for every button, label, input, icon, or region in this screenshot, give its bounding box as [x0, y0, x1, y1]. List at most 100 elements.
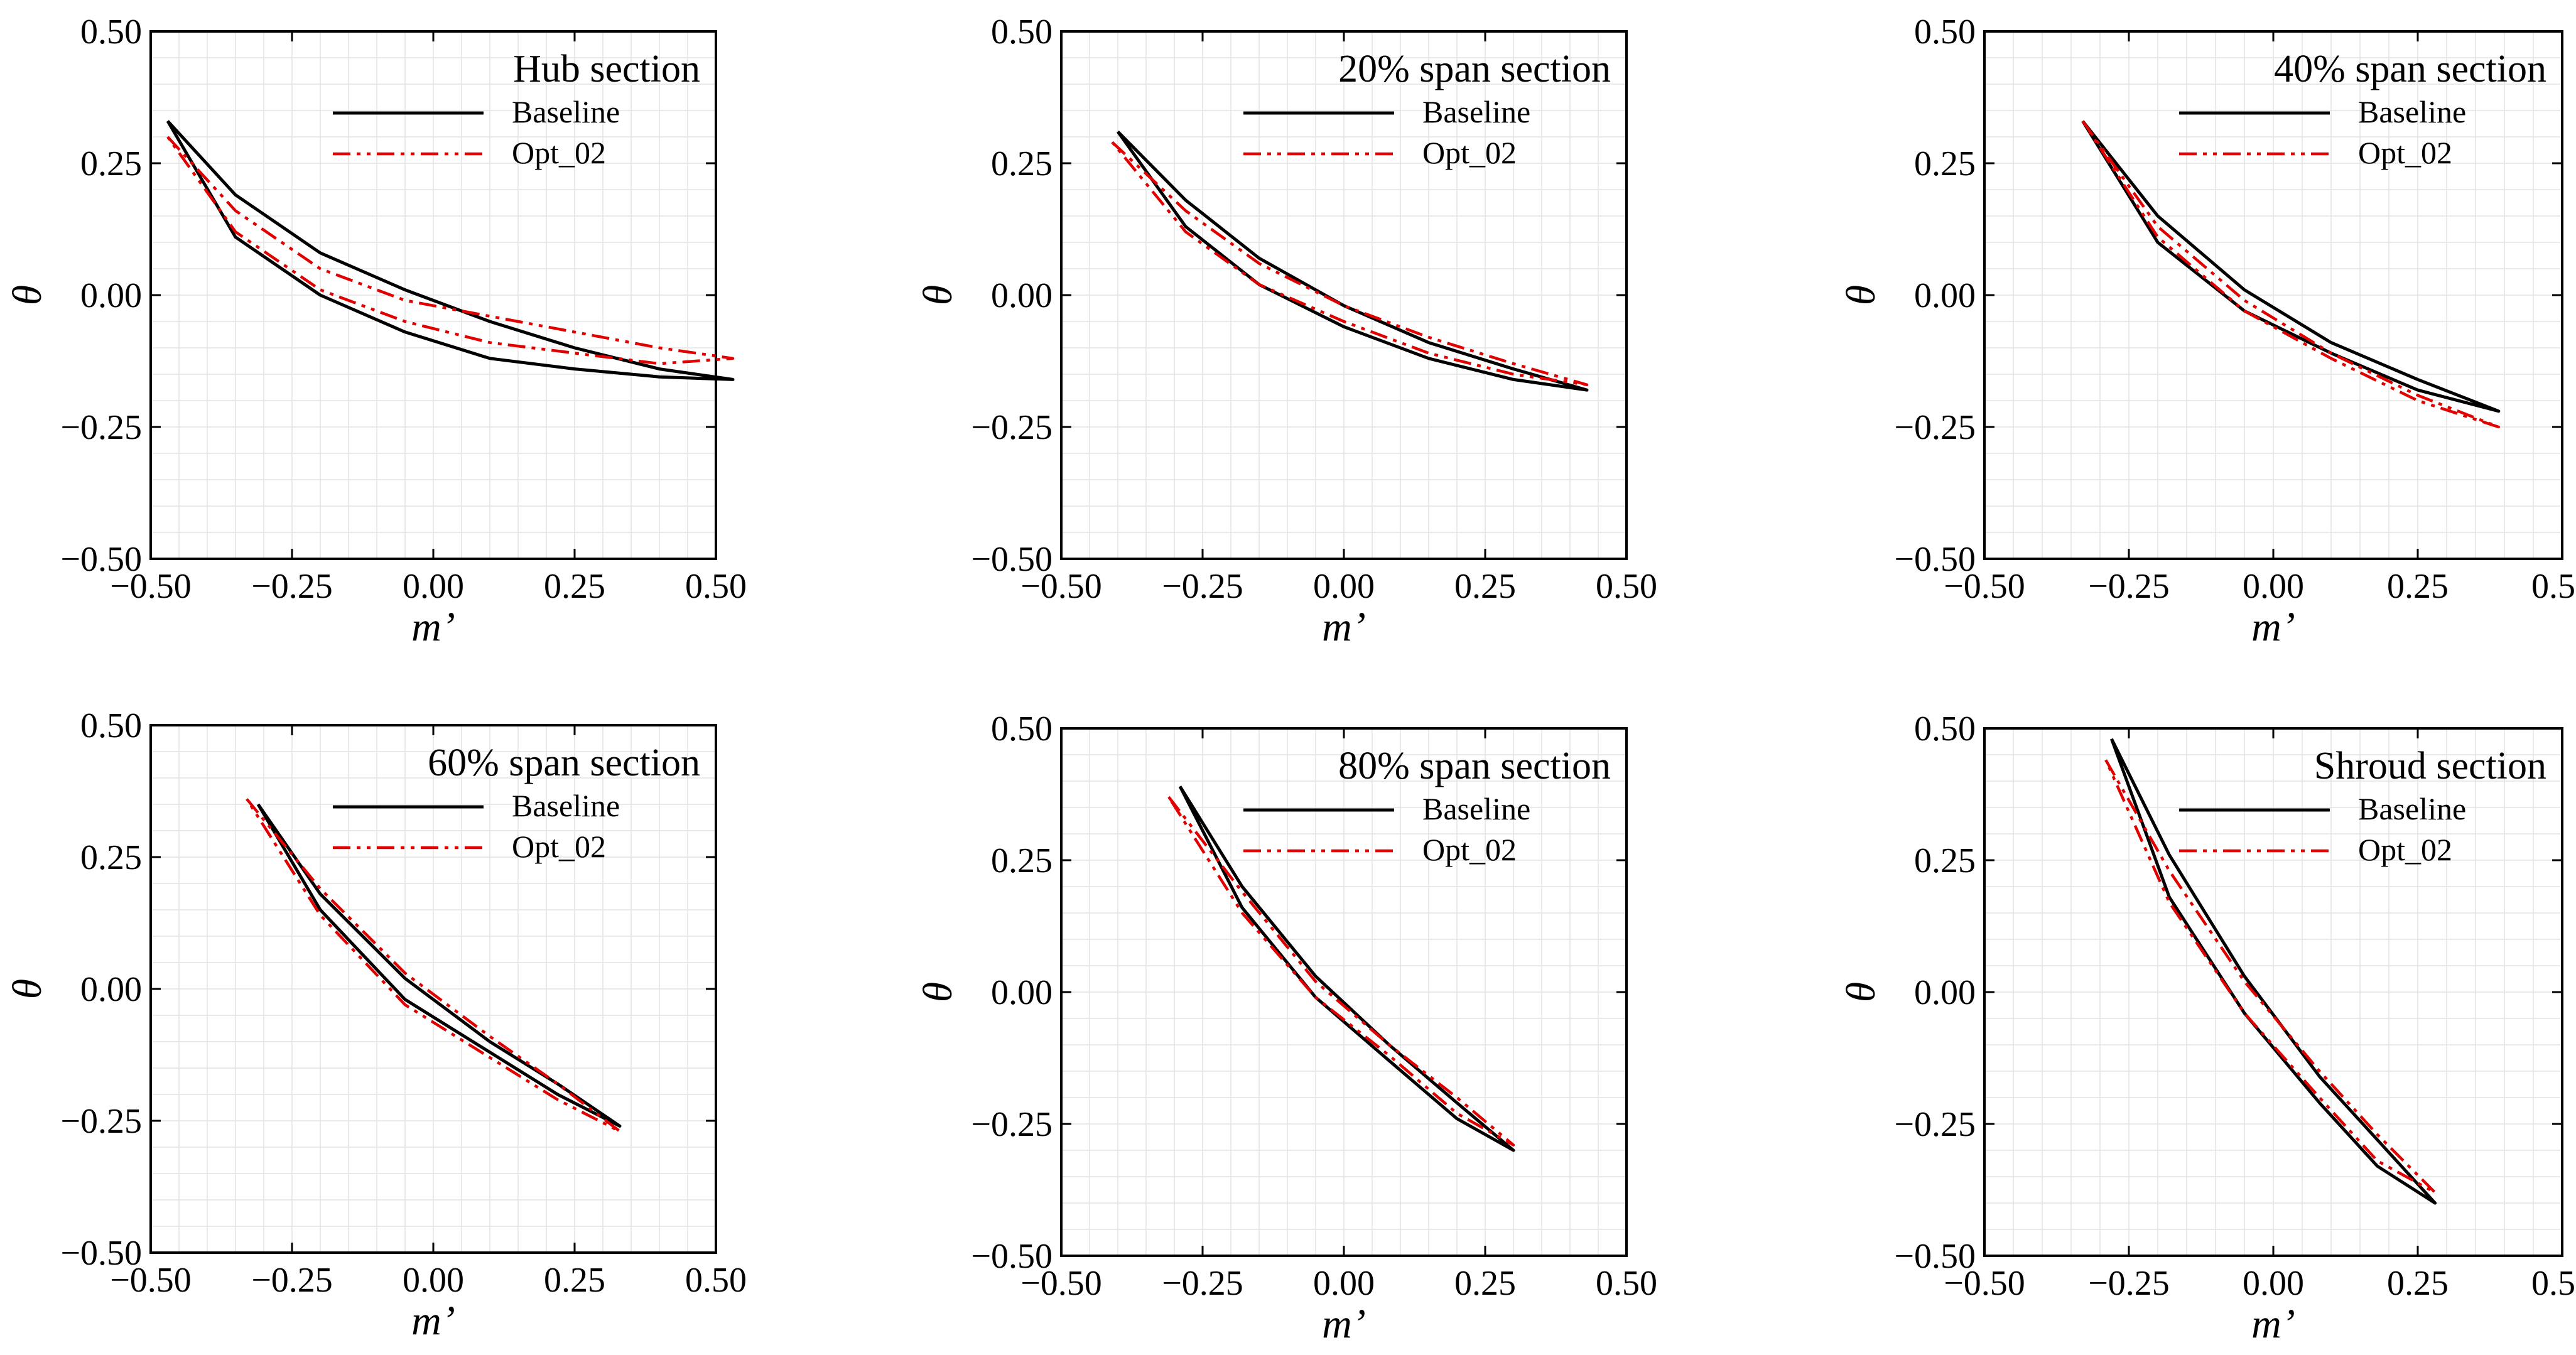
- x-tick-label: −0.50: [1020, 1264, 1102, 1303]
- x-tick-label: 0.50: [2531, 567, 2576, 606]
- x-axis-label: m’: [1322, 1301, 1366, 1347]
- y-axis-label: θ: [4, 285, 50, 305]
- y-tick-label: −0.25: [971, 408, 1053, 447]
- y-tick-label: 0.00: [1914, 973, 1976, 1012]
- series-opt-02: [1111, 141, 1589, 387]
- y-tick-label: 0.25: [991, 144, 1053, 183]
- legend-label-opt: Opt_02: [512, 829, 606, 864]
- chart-panel-4: −0.50 −0.25 0.00 0.25 0.50 0.50 0.25 0.00 −0.25 −…: [4, 706, 747, 1344]
- series-baseline: [166, 120, 735, 381]
- y-tick-label: 0.25: [1914, 144, 1976, 183]
- series-opt-02: [1167, 796, 1515, 1147]
- chart-panel-5: −0.50 −0.25 0.00 0.25 0.50 0.50 0.25 0.00 −0.25 −…: [915, 710, 1657, 1347]
- x-tick-label: 0.50: [685, 567, 747, 606]
- y-tick-label: 0.25: [1914, 841, 1976, 880]
- y-tick-label: 0.50: [991, 13, 1053, 51]
- y-tick-label: −0.25: [971, 1105, 1053, 1144]
- y-tick-label: −0.25: [1894, 408, 1976, 447]
- y-axis-label: θ: [4, 979, 50, 999]
- y-axis-label: θ: [915, 982, 961, 1002]
- x-tick-label: 0.50: [2531, 1264, 2576, 1303]
- legend-label-baseline: Baseline: [1422, 791, 1530, 826]
- x-tick-label: −0.25: [1162, 567, 1243, 606]
- x-axis-label: m’: [2251, 604, 2295, 650]
- x-tick-label: −0.25: [2088, 567, 2170, 606]
- y-tick-label: 0.00: [1914, 276, 1976, 315]
- panel-title: 20% span section: [1338, 48, 1611, 90]
- chart-panel-3: −0.50 −0.25 0.00 0.25 0.50 0.50 0.25 0.00 −0.25 −…: [1838, 13, 2576, 650]
- y-tick-label: 0.50: [80, 13, 142, 51]
- x-axis-label: m’: [411, 604, 455, 650]
- y-tick-label: −0.50: [971, 1237, 1053, 1276]
- legend-label-opt: Opt_02: [1422, 135, 1517, 170]
- legend-label-baseline: Baseline: [512, 94, 620, 129]
- y-tick-label: −0.50: [60, 1234, 142, 1273]
- y-tick-label: 0.00: [80, 970, 142, 1009]
- y-axis-label: θ: [1838, 982, 1884, 1002]
- y-tick-label: 0.25: [80, 838, 142, 877]
- x-tick-label: 0.00: [1313, 1264, 1375, 1303]
- y-tick-label: 0.50: [1914, 13, 1976, 51]
- panel-title: Hub section: [513, 48, 700, 90]
- panel-title: Shroud section: [2314, 745, 2546, 787]
- legend-label-baseline: Baseline: [512, 788, 620, 823]
- y-axis-label: θ: [1838, 285, 1884, 305]
- series-baseline: [2110, 738, 2437, 1205]
- legend-label-baseline: Baseline: [1422, 94, 1530, 129]
- x-axis-label: m’: [1322, 604, 1366, 650]
- series-baseline: [1178, 785, 1515, 1152]
- y-tick-label: −0.25: [60, 1102, 142, 1141]
- x-axis-label: m’: [2251, 1301, 2295, 1347]
- chart-panel-2: −0.50 −0.25 0.00 0.25 0.50 0.50 0.25 0.00 −0.25 −…: [915, 13, 1657, 650]
- y-tick-label: −0.50: [971, 540, 1053, 579]
- legend-label-opt: Opt_02: [2358, 135, 2452, 170]
- chart-panel-6: −0.50 −0.25 0.00 0.25 0.50 0.50 0.25 0.00 −0.25 −…: [1838, 710, 2576, 1347]
- x-tick-label: 0.00: [2243, 567, 2304, 606]
- x-tick-label: −0.25: [251, 1261, 333, 1300]
- y-tick-label: −0.50: [60, 540, 142, 579]
- x-tick-label: 0.00: [403, 567, 464, 606]
- x-tick-label: 0.25: [1454, 567, 1516, 606]
- x-tick-label: 0.00: [403, 1261, 464, 1300]
- y-axis-label: θ: [915, 285, 961, 305]
- x-tick-label: 0.00: [1313, 567, 1375, 606]
- x-tick-label: −0.50: [110, 567, 192, 606]
- y-tick-label: 0.50: [1914, 710, 1976, 748]
- x-tick-label: 0.25: [2387, 1264, 2449, 1303]
- series-opt-02: [166, 136, 735, 365]
- x-tick-label: 0.50: [1596, 567, 1657, 606]
- legend-label-baseline: Baseline: [2358, 791, 2466, 826]
- y-tick-label: 0.25: [991, 841, 1053, 880]
- legend-label-baseline: Baseline: [2358, 94, 2466, 129]
- series-opt-02: [2081, 120, 2501, 429]
- x-tick-label: −0.50: [1020, 567, 1102, 606]
- series-baseline: [256, 803, 622, 1128]
- legend-label-opt: Opt_02: [2358, 832, 2452, 867]
- y-tick-label: −0.50: [1894, 1237, 1976, 1276]
- x-tick-label: 0.00: [2243, 1264, 2304, 1303]
- panel-title: 40% span section: [2274, 48, 2546, 90]
- series-baseline: [1116, 130, 1589, 392]
- x-tick-label: 0.25: [544, 567, 605, 606]
- x-tick-label: 0.25: [544, 1261, 605, 1300]
- chart-panel-1: −0.50 −0.25 0.00 0.25 0.50 0.50 0.25 0.00 −0.25 −…: [4, 13, 747, 650]
- y-tick-label: 0.50: [80, 706, 142, 745]
- x-tick-label: −0.25: [2088, 1264, 2170, 1303]
- x-axis-label: m’: [411, 1298, 455, 1344]
- x-tick-label: −0.50: [1944, 1264, 2025, 1303]
- legend-label-opt: Opt_02: [512, 135, 606, 170]
- x-tick-label: 0.50: [685, 1261, 747, 1300]
- x-tick-label: −0.50: [110, 1261, 192, 1300]
- y-tick-label: −0.50: [1894, 540, 1976, 579]
- x-tick-label: −0.50: [1944, 567, 2025, 606]
- series-opt-02: [246, 798, 622, 1133]
- y-tick-label: 0.00: [80, 276, 142, 315]
- y-tick-label: −0.25: [1894, 1105, 1976, 1144]
- x-tick-label: −0.25: [251, 567, 333, 606]
- x-tick-label: −0.25: [1162, 1264, 1243, 1303]
- legend-label-opt: Opt_02: [1422, 832, 1517, 867]
- y-tick-label: 0.25: [80, 144, 142, 183]
- y-tick-label: 0.00: [991, 276, 1053, 315]
- x-tick-label: 0.25: [2387, 567, 2449, 606]
- x-tick-label: 0.50: [1596, 1264, 1657, 1303]
